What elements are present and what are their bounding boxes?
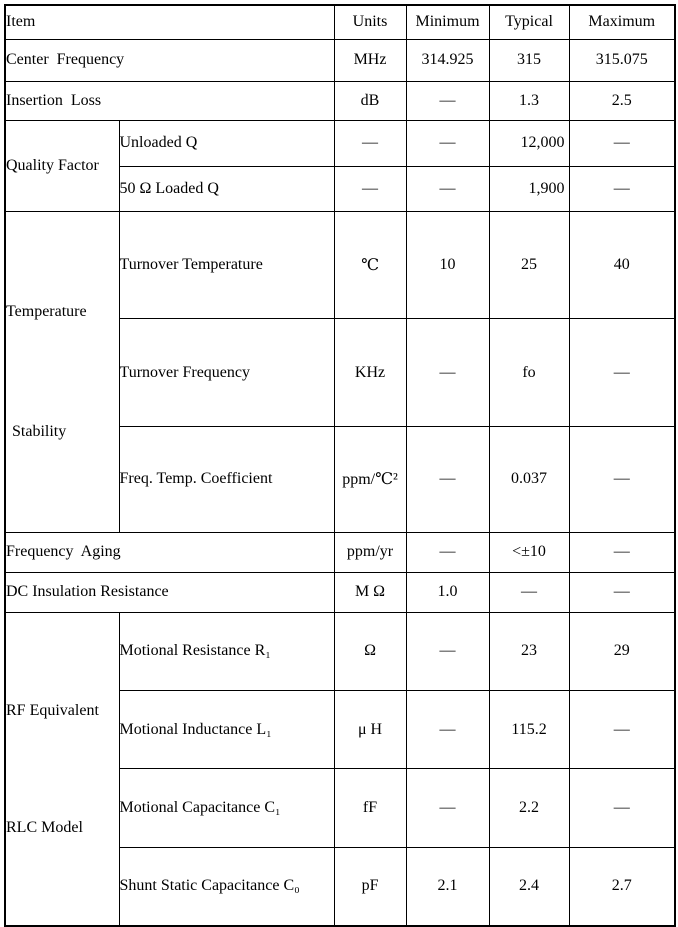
- cell-typical: 315: [488, 38, 570, 82]
- cell-item: Freq. Temp. Coefficient: [118, 426, 335, 533]
- cell-minimum: —: [405, 611, 490, 691]
- cell-units: —: [333, 119, 407, 167]
- cell-maximum: 2.7: [568, 846, 676, 927]
- row-dc-insulation-resistance: DC Insulation Resistance M Ω 1.0 — —: [4, 571, 676, 613]
- group-label-line1: Temperature: [6, 302, 87, 320]
- cell-minimum: 1.0: [405, 571, 490, 613]
- row-center-frequency: Center Frequency MHz 314.925 315 315.075: [4, 38, 676, 82]
- cell-minimum: 10: [405, 210, 490, 320]
- cell-typical: 1,900: [488, 165, 570, 212]
- group-label-line1: RF Equivalent: [6, 701, 99, 719]
- row-loaded-q: 50 Ω Loaded Q — — 1,900 —: [5, 165, 676, 212]
- row-turnover-temperature: Temperature Stability Turnover Temperatu…: [4, 210, 676, 533]
- header-units: Units: [333, 4, 407, 40]
- group-quality-factor: Quality Factor: [4, 119, 120, 212]
- cell-item: Center Frequency: [4, 38, 335, 82]
- cell-item: Insertion Loss: [4, 80, 335, 121]
- row-unloaded-q: Quality Factor Unloaded Q — — 12,000 —: [4, 119, 676, 212]
- cell-typical: 115.2: [488, 689, 570, 770]
- cell-typical: 1.3: [488, 80, 570, 121]
- cell-item: Turnover Temperature: [118, 210, 335, 320]
- cell-typical: 0.037: [488, 426, 570, 533]
- cell-item: Turnover Frequency: [118, 318, 335, 428]
- cell-units: ppm/yr: [333, 531, 407, 573]
- cell-typical: 23: [488, 611, 570, 691]
- cell-maximum: 2.5: [568, 80, 676, 121]
- header-item: Item: [4, 4, 335, 40]
- cell-maximum: —: [568, 426, 676, 533]
- row-insertion-loss: Insertion Loss dB — 1.3 2.5: [4, 80, 676, 121]
- group-label-line1: Quality Factor: [6, 156, 99, 174]
- header-typical: Typical: [488, 4, 570, 40]
- cell-item: Unloaded Q: [118, 119, 335, 167]
- cell-item: Frequency Aging: [4, 531, 335, 573]
- cell-item: 50 Ω Loaded Q: [118, 165, 335, 212]
- cell-maximum: —: [568, 571, 676, 613]
- spec-table: Item Units Minimum Typical Maximum Cente…: [4, 4, 677, 927]
- cell-item: Shunt Static Capacitance C₀: [118, 846, 335, 927]
- cell-units: fF: [333, 768, 407, 848]
- cell-units: pF: [333, 846, 407, 927]
- cell-typical: 2.4: [488, 846, 570, 927]
- group-label-line2: RLC Model: [6, 818, 83, 836]
- cell-minimum: —: [405, 80, 490, 121]
- group-label-line2: Stability: [12, 422, 67, 440]
- cell-maximum: —: [568, 165, 676, 212]
- cell-minimum: —: [405, 768, 490, 848]
- row-motional-resistance: RF Equivalent RLC Model Motional Resista…: [4, 611, 676, 926]
- cell-units: KHz: [333, 318, 407, 428]
- cell-item: Motional Capacitance C₁: [118, 768, 335, 848]
- cell-item: DC Insulation Resistance: [4, 571, 335, 613]
- cell-typical: 25: [488, 210, 570, 320]
- cell-typical: —: [488, 571, 570, 613]
- group-rf-rlc-model: RF Equivalent RLC Model: [4, 611, 120, 926]
- cell-maximum: —: [568, 689, 676, 770]
- cell-typical: fo: [488, 318, 570, 428]
- cell-minimum: —: [405, 426, 490, 533]
- cell-minimum: —: [405, 318, 490, 428]
- cell-typical: 2.2: [488, 768, 570, 848]
- cell-typical: <±10: [488, 531, 570, 573]
- row-frequency-aging: Frequency Aging ppm/yr — <±10 —: [4, 531, 676, 573]
- row-freq-temp-coefficient: Freq. Temp. Coefficient ppm/℃² — 0.037 —: [5, 426, 676, 533]
- cell-maximum: —: [568, 318, 676, 428]
- cell-maximum: —: [568, 531, 676, 573]
- cell-maximum: —: [568, 768, 676, 848]
- group-temperature-stability: Temperature Stability: [4, 210, 120, 533]
- cell-minimum: —: [405, 689, 490, 770]
- cell-item: Motional Resistance R₁: [118, 611, 335, 691]
- header-row: Item Units Minimum Typical Maximum: [4, 4, 676, 40]
- cell-minimum: —: [405, 531, 490, 573]
- cell-maximum: 40: [568, 210, 676, 320]
- header-minimum: Minimum: [405, 4, 490, 40]
- cell-units: ℃: [333, 210, 407, 320]
- cell-units: ppm/℃²: [333, 426, 407, 533]
- cell-units: —: [333, 165, 407, 212]
- cell-units: M Ω: [333, 571, 407, 613]
- cell-maximum: —: [568, 119, 676, 167]
- cell-minimum: 2.1: [405, 846, 490, 927]
- cell-units: MHz: [333, 38, 407, 82]
- cell-units: Ω: [333, 611, 407, 691]
- row-turnover-frequency: Turnover Frequency KHz — fo —: [5, 318, 676, 428]
- cell-maximum: 315.075: [568, 38, 676, 82]
- cell-item: Motional Inductance L₁: [118, 689, 335, 770]
- cell-units: dB: [333, 80, 407, 121]
- cell-typical: 12,000: [488, 119, 570, 167]
- cell-minimum: —: [405, 165, 490, 212]
- cell-units: μ H: [333, 689, 407, 770]
- cell-minimum: 314.925: [405, 38, 490, 82]
- cell-maximum: 29: [568, 611, 676, 691]
- cell-minimum: —: [405, 119, 490, 167]
- header-maximum: Maximum: [568, 4, 676, 40]
